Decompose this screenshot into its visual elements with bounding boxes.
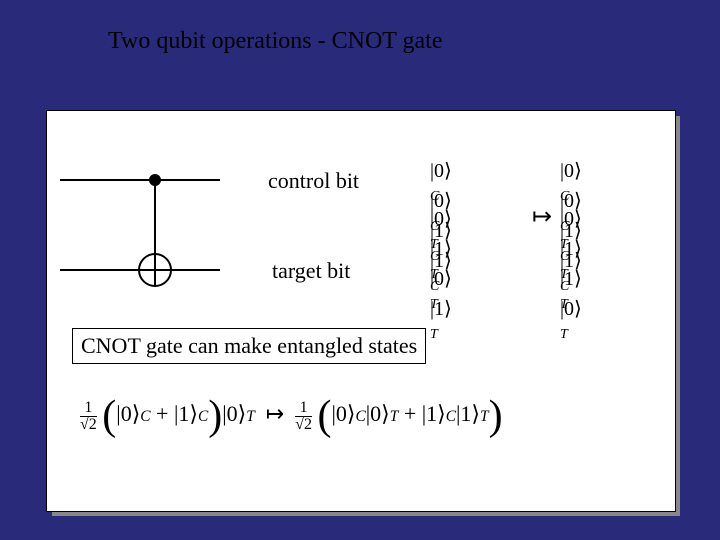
tt-row-in: |1⟩C |1⟩T xyxy=(430,248,452,344)
control-label: control bit xyxy=(268,168,359,194)
slide-title: Two qubit operations - CNOT gate xyxy=(108,28,443,55)
entangle-equation: 1 √2 (|0⟩C + |1⟩C)|0⟩T ↦ 1 √2 (|0⟩C|0⟩T … xyxy=(80,392,503,440)
tt-row-out: |1⟩C |0⟩T xyxy=(560,248,582,344)
cnot-circuit xyxy=(60,150,240,310)
mapsto-icon: ↦ xyxy=(532,202,552,231)
target-label: target bit xyxy=(272,258,350,284)
statement-box: CNOT gate can make entangled states xyxy=(72,328,426,364)
